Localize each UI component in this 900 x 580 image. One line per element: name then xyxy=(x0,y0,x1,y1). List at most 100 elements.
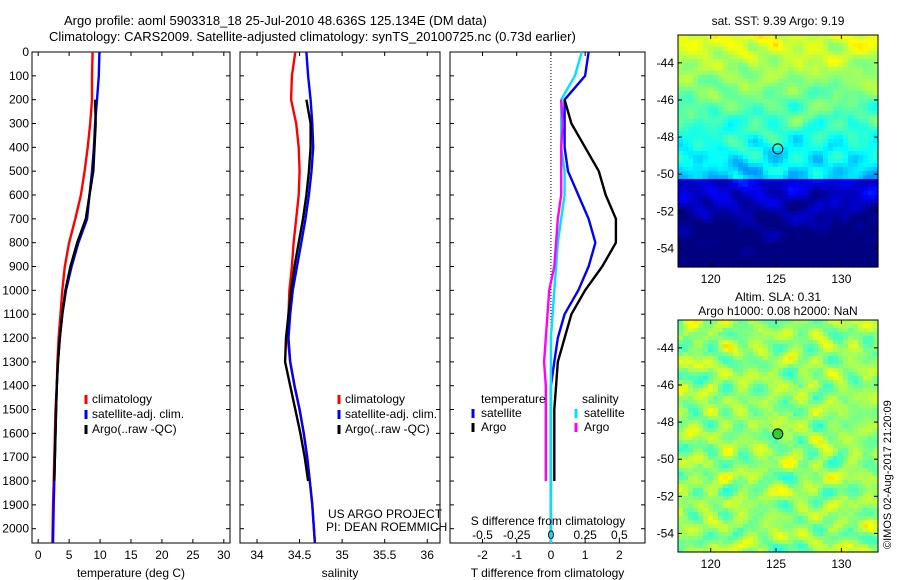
map-cell xyxy=(708,360,714,365)
map-cell xyxy=(873,175,879,180)
map-cell xyxy=(773,376,779,381)
map-cell xyxy=(823,211,829,216)
map-cell xyxy=(803,155,809,160)
map-cell xyxy=(773,95,779,100)
map-cell xyxy=(873,336,879,341)
map-cell xyxy=(863,223,869,228)
map-cell xyxy=(768,356,774,361)
map-cell xyxy=(838,199,844,204)
map-cell xyxy=(823,127,829,132)
map-cell xyxy=(868,131,874,136)
map-cell xyxy=(768,123,774,128)
map-cell xyxy=(853,488,859,493)
map-cell xyxy=(843,360,849,365)
map-cell xyxy=(843,364,849,369)
map-cell xyxy=(688,376,694,381)
map-cell xyxy=(688,400,694,405)
map-cell xyxy=(848,259,854,264)
map-cell xyxy=(838,524,844,529)
map-cell xyxy=(738,528,744,533)
map-cell xyxy=(798,111,804,116)
map-cell xyxy=(753,504,759,509)
map-cell xyxy=(723,183,729,188)
map-cell xyxy=(823,532,829,537)
map-cell xyxy=(748,243,754,248)
map-cell xyxy=(838,460,844,465)
map-cell xyxy=(843,171,849,176)
map-cell xyxy=(858,247,864,252)
map-cell xyxy=(838,123,844,128)
map-cell xyxy=(833,175,839,180)
map-cell xyxy=(728,95,734,100)
map-cell xyxy=(838,111,844,116)
sst_map-frame xyxy=(677,34,879,268)
map-cell xyxy=(848,468,854,473)
map-cell xyxy=(793,131,799,136)
map-cell xyxy=(828,139,834,144)
map-cell xyxy=(778,195,784,200)
map-cell xyxy=(758,548,764,553)
map-cell xyxy=(853,163,859,168)
map-cell xyxy=(693,528,699,533)
map-cell xyxy=(873,388,879,393)
map-cell xyxy=(728,35,734,40)
map-cell xyxy=(783,416,789,421)
map-cell xyxy=(828,364,834,369)
map-cell xyxy=(743,63,749,68)
map-cell xyxy=(818,155,824,160)
map-cell xyxy=(693,71,699,76)
map-cell xyxy=(758,139,764,144)
map-cell xyxy=(688,488,694,493)
map-cell xyxy=(688,392,694,397)
map-cell xyxy=(698,175,704,180)
map-cell xyxy=(843,243,849,248)
map-cell xyxy=(788,75,794,80)
map-cell xyxy=(703,115,709,120)
map-cell xyxy=(748,135,754,140)
map-cell xyxy=(748,520,754,525)
map-cell xyxy=(693,516,699,521)
map-cell xyxy=(868,211,874,216)
map-cell xyxy=(828,356,834,361)
map-cell xyxy=(863,532,869,537)
map-cell xyxy=(848,320,854,325)
map-cell xyxy=(773,183,779,188)
map-cell xyxy=(828,231,834,236)
map-cell xyxy=(733,195,739,200)
map-cell xyxy=(838,151,844,156)
map-cell xyxy=(773,251,779,256)
map-cell xyxy=(713,203,719,208)
map-cell xyxy=(873,484,879,489)
map-cell xyxy=(708,364,714,369)
map-cell xyxy=(698,536,704,541)
map-cell xyxy=(723,392,729,397)
map-cell xyxy=(813,187,819,192)
map-cell xyxy=(783,344,789,349)
map-cell xyxy=(863,492,869,497)
map-cell xyxy=(808,416,814,421)
map-cell xyxy=(763,360,769,365)
map-cell xyxy=(733,348,739,353)
map-cell xyxy=(853,428,859,433)
map-cell xyxy=(828,320,834,325)
map-cell xyxy=(678,344,684,349)
map-cell xyxy=(803,163,809,168)
map-cell xyxy=(848,211,854,216)
map-cell xyxy=(863,544,869,549)
map-cell xyxy=(848,428,854,433)
map-cell xyxy=(818,496,824,501)
map-cell xyxy=(678,103,684,108)
map-cell xyxy=(863,416,869,421)
map-cell xyxy=(823,39,829,44)
map-cell xyxy=(863,380,869,385)
map-cell xyxy=(708,135,714,140)
map-cell xyxy=(723,444,729,449)
map-cell xyxy=(728,484,734,489)
map-cell xyxy=(783,516,789,521)
map-cell xyxy=(678,356,684,361)
map-cell xyxy=(793,75,799,80)
map-cell xyxy=(698,500,704,505)
map-cell xyxy=(738,452,744,457)
map-cell xyxy=(708,231,714,236)
